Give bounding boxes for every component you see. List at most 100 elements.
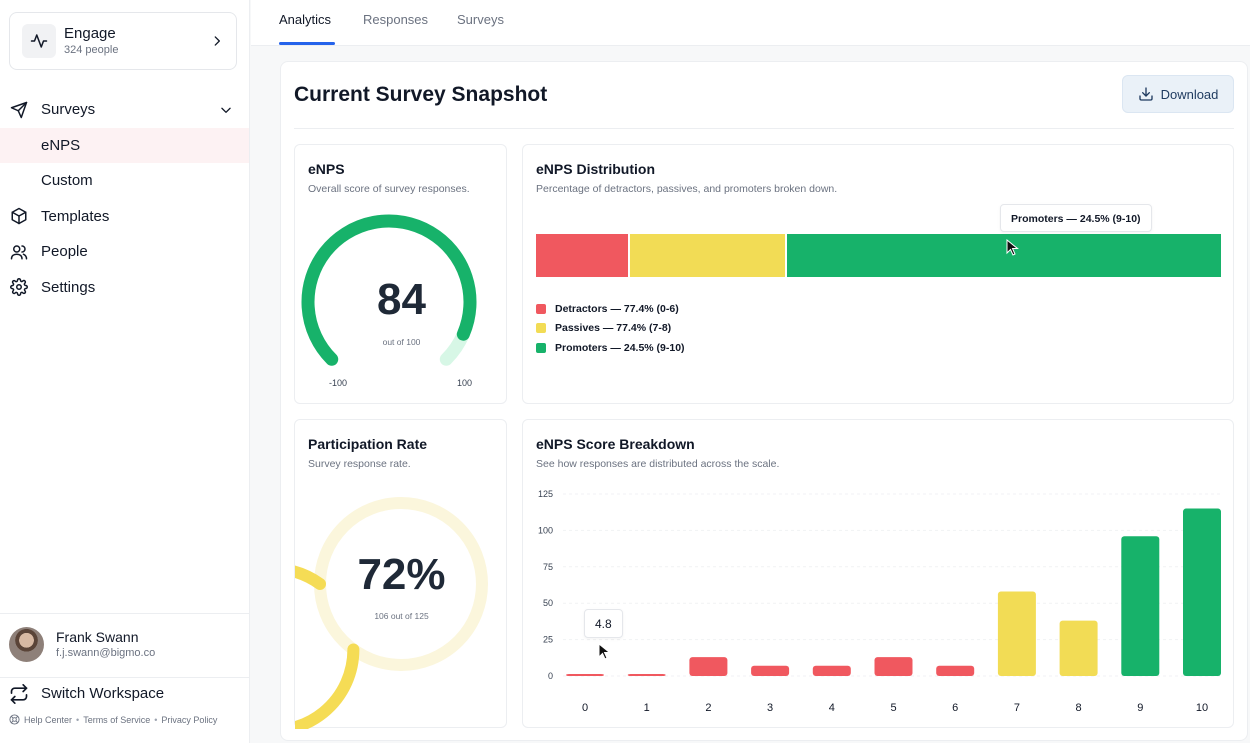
y-tick-label: 25 (543, 635, 553, 645)
x-tick-label: 6 (952, 702, 958, 714)
divider (294, 128, 1234, 129)
chevron-right-icon (214, 36, 220, 46)
panel-title: Participation Rate (308, 436, 428, 452)
panel-title: eNPS Distribution (536, 161, 656, 177)
enps-gauge (301, 214, 477, 366)
footer-links: Help Center • Terms of Service • Privacy… (9, 714, 217, 725)
org-switcher[interactable]: Engage 324 people (9, 12, 237, 70)
panel-subtitle: Survey response rate. (308, 458, 411, 470)
download-label: Download (1160, 86, 1219, 102)
participation-detail: 106 out of 125 (374, 611, 429, 621)
panel-subtitle: Percentage of detractors, passives, and … (536, 183, 838, 195)
activity-icon (22, 24, 56, 58)
sidebar-item-custom[interactable]: Custom (0, 163, 249, 199)
bar-8[interactable] (1059, 620, 1098, 676)
switch-workspace-button[interactable]: Switch Workspace (0, 677, 249, 709)
distribution-bar (536, 234, 1221, 277)
legend-item: Passives — 77.4% (7-8) (536, 319, 685, 339)
bar-0[interactable] (566, 674, 604, 676)
active-tab-indicator (279, 42, 335, 45)
sidebar-item-enps[interactable]: eNPS (0, 127, 249, 163)
panel-subtitle: See how responses are distributed across… (536, 458, 780, 470)
bar-2[interactable] (689, 657, 728, 676)
cube-icon (9, 206, 29, 226)
distribution-segment[interactable] (784, 234, 1221, 277)
x-tick-label: 3 (767, 702, 773, 714)
x-tick-label: 8 (1076, 702, 1082, 714)
enps-score: 84 (377, 275, 426, 324)
separator-dot: • (154, 714, 158, 725)
panel-title: eNPS (308, 161, 345, 177)
users-icon (9, 242, 29, 262)
gauge-max-label: 100 (457, 378, 473, 388)
bar-1[interactable] (627, 674, 666, 676)
switch-arrows-icon (10, 683, 28, 704)
legend-item: Promoters — 24.5% (9-10) (536, 338, 685, 358)
sidebar-item-label: Custom (41, 172, 93, 190)
legend-label: Detractors — 77.4% (0-6) (555, 302, 679, 315)
help-center-link[interactable]: Help Center (24, 714, 73, 725)
tab-surveys[interactable]: Surveys (457, 12, 504, 27)
snapshot-card: Current Survey Snapshot Download eNPS Ov… (280, 61, 1248, 741)
page-title: Current Survey Snapshot (294, 83, 548, 106)
org-name: Engage (64, 24, 116, 42)
sidebar-item-templates[interactable]: Templates (0, 199, 249, 235)
x-tick-label: 9 (1137, 702, 1143, 714)
sidebar-item-label: eNPS (41, 136, 81, 154)
panel-subtitle: Overall score of survey responses. (308, 183, 470, 195)
sidebar-item-surveys[interactable]: Surveys (0, 92, 249, 128)
x-tick-label: 7 (1014, 702, 1020, 714)
y-tick-label: 0 (548, 671, 553, 681)
privacy-link[interactable]: Privacy Policy (161, 714, 218, 725)
sidebar-nav: Surveys eNPS Custom Templates People Set… (0, 92, 249, 305)
x-tick-label: 0 (582, 702, 588, 714)
ring-fill (295, 565, 360, 729)
distribution-tooltip: Promoters — 24.5% (9-10) (1000, 204, 1152, 232)
send-icon (9, 100, 29, 120)
bar-3[interactable] (751, 665, 790, 676)
mouse-cursor-icon (598, 643, 611, 660)
gear-icon (9, 277, 29, 297)
legend-item: Detractors — 77.4% (0-6) (536, 299, 685, 319)
avatar (9, 626, 44, 662)
x-tick-label: 5 (890, 702, 896, 714)
bar-6[interactable] (936, 665, 975, 676)
x-tick-label: 10 (1196, 702, 1208, 714)
top-tabs: Analytics Responses Surveys (251, 0, 1250, 46)
legend-swatch (536, 342, 546, 353)
panel-title: eNPS Score Breakdown (536, 436, 695, 452)
y-tick-label: 75 (543, 562, 553, 572)
tab-analytics[interactable]: Analytics (279, 12, 332, 27)
y-tick-label: 125 (538, 489, 553, 499)
bar-9[interactable] (1121, 536, 1160, 676)
x-tick-label: 4 (829, 702, 835, 714)
download-button[interactable]: Download (1122, 75, 1234, 113)
bar-tooltip: 4.8 (584, 609, 623, 638)
bar-5[interactable] (874, 657, 913, 676)
tab-responses[interactable]: Responses (363, 12, 429, 27)
terms-link[interactable]: Terms of Service (83, 714, 151, 725)
gauge-fill (301, 214, 477, 366)
user-profile[interactable]: Frank Swann f.j.swann@bigmo.co Switch Wo… (0, 613, 249, 704)
gauge-min-label: -100 (329, 378, 348, 388)
bar-10[interactable] (1183, 508, 1221, 676)
download-icon (1138, 87, 1153, 101)
enps-out-of: out of 100 (382, 337, 421, 347)
org-people-count: 324 people (64, 43, 119, 56)
sidebar-item-label: People (41, 243, 88, 261)
legend-label: Promoters — 24.5% (9-10) (555, 341, 685, 354)
chevron-down-icon[interactable] (219, 103, 233, 117)
user-name: Frank Swann (56, 628, 139, 645)
sidebar-item-label: Surveys (41, 101, 96, 119)
sidebar-item-settings[interactable]: Settings (0, 270, 249, 306)
distribution-segment[interactable] (536, 234, 629, 277)
distribution-segment[interactable] (628, 234, 785, 277)
sidebar-item-people[interactable]: People (0, 234, 249, 270)
distribution-legend: Detractors — 77.4% (0-6) Passives — 77.4%… (536, 299, 685, 358)
participation-ring (295, 497, 488, 729)
bar-4[interactable] (812, 665, 851, 676)
legend-swatch (536, 303, 546, 314)
sidebar-item-label: Templates (41, 207, 110, 225)
bar-7[interactable] (997, 591, 1036, 676)
x-tick-label: 1 (644, 702, 650, 714)
